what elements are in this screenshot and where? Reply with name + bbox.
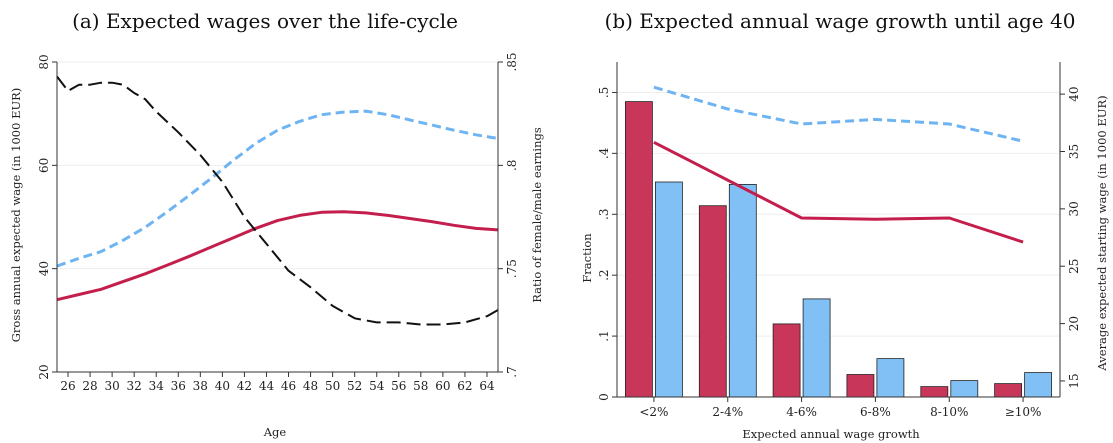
x-tick-label: 44	[259, 379, 275, 393]
x-tick-label: 38	[193, 379, 208, 393]
y2-tick-label: 15	[1067, 373, 1081, 388]
panel-a-y2-axis-label: Ratio of female/male earnings	[530, 127, 544, 303]
x-tick-label: 58	[413, 379, 428, 393]
y2-tick-label: 30	[1067, 201, 1081, 216]
x-tick-label: 8-10%	[930, 405, 968, 419]
x-tick-label: ≥10%	[1005, 405, 1042, 419]
panel-a-y-axis-label: Gross annual expected wage (in 1000 EUR)	[9, 88, 23, 343]
x-tick-label: 52	[347, 379, 362, 393]
y2-tick-label: 20	[1067, 316, 1081, 331]
bar-1-4	[950, 380, 979, 398]
y2-tick-label: .7	[505, 366, 519, 377]
panel-b-axes: 0 .1 .2 .3 .4 .5 15 20 25 30 35 40 <2% 2-4% 4-6% 6-8% 8-…	[597, 62, 1081, 419]
y-tick-label: .2	[597, 269, 611, 280]
y-tick-label: 60	[37, 158, 51, 173]
bar-0-4	[920, 386, 949, 398]
panel-b-wage-growth-chart: (b) Expected annual wage growth until ag…	[580, 9, 1109, 441]
x-tick-label: 6-8%	[860, 405, 891, 419]
x-tick-label: 60	[435, 379, 450, 393]
y-tick-label: 0	[597, 393, 611, 401]
series-line-1	[56, 210, 499, 302]
panel-b-x-axis-label: Expected annual wage growth	[742, 427, 920, 441]
x-tick-label: 28	[82, 379, 97, 393]
bar-1-5	[1024, 372, 1052, 398]
panel-b-y2-axis-label: Average expected starting wage (in 1000 …	[1095, 95, 1109, 371]
series-line-2	[56, 75, 499, 326]
x-tick-label: 36	[171, 379, 186, 393]
x-tick-label: 26	[60, 379, 75, 393]
x-tick-label: 54	[369, 379, 385, 393]
x-tick-label: 4-6%	[786, 405, 817, 419]
x-tick-label: 64	[479, 379, 495, 393]
y2-tick-label: .85	[505, 52, 519, 71]
panel-b-title: (b) Expected annual wage growth until ag…	[605, 9, 1076, 33]
line-series-1	[653, 140, 1024, 244]
y-tick-label: .4	[597, 147, 611, 159]
bar-0-0	[625, 101, 653, 398]
x-tick-label: 42	[237, 379, 252, 393]
bar-1-1	[728, 183, 757, 398]
x-tick-label: 50	[325, 379, 340, 393]
x-tick-label: 56	[391, 379, 406, 393]
x-tick-label: 30	[104, 379, 119, 393]
y2-tick-label: .75	[505, 259, 519, 278]
bar-1-2	[802, 298, 831, 398]
y2-tick-label: 40	[1067, 86, 1081, 101]
bar-1-0	[655, 181, 683, 398]
x-tick-label: 34	[149, 379, 165, 393]
panel-a-axes: 20 40 60 80 .7 .75 .8 .85 26 28 30 32 34 36 38 40 42 44 46…	[37, 52, 519, 393]
x-tick-label: 32	[127, 379, 142, 393]
series-line-0	[56, 109, 499, 268]
y2-tick-label: 35	[1067, 144, 1081, 159]
bar-0-2	[772, 323, 801, 398]
x-tick-label: 2-4%	[712, 405, 743, 419]
panel-b-bars	[625, 101, 1052, 398]
y-tick-label: .5	[597, 87, 611, 98]
y2-tick-label: 25	[1067, 259, 1081, 274]
bar-0-3	[846, 374, 875, 398]
x-tick-label: <2%	[639, 405, 668, 419]
x-tick-label: 40	[215, 379, 230, 393]
y-tick-label: 40	[37, 261, 51, 276]
panel-b-gridlines	[617, 91, 1060, 398]
panel-a-title: (a) Expected wages over the life-cycle	[72, 9, 458, 33]
x-tick-label: 62	[457, 379, 472, 393]
panel-a-x-axis-label: Age	[263, 425, 287, 439]
x-tick-label: 48	[303, 379, 318, 393]
y-tick-label: 20	[37, 364, 51, 379]
panel-a-series	[56, 75, 499, 326]
panel-b-y-axis-label: Fraction	[580, 233, 594, 283]
panel-b-lines	[653, 85, 1024, 244]
y2-tick-label: .8	[505, 160, 519, 171]
panel-a-life-cycle-chart: (a) Expected wages over the life-cycle 2…	[9, 9, 544, 439]
y-tick-label: .1	[597, 330, 611, 341]
bar-1-3	[876, 358, 905, 398]
x-tick-label: 46	[281, 379, 296, 393]
bar-0-5	[994, 383, 1022, 398]
y-tick-label: .3	[597, 209, 611, 220]
line-series-0	[653, 85, 1024, 143]
y-tick-label: 80	[37, 54, 51, 69]
bar-0-1	[698, 205, 727, 398]
